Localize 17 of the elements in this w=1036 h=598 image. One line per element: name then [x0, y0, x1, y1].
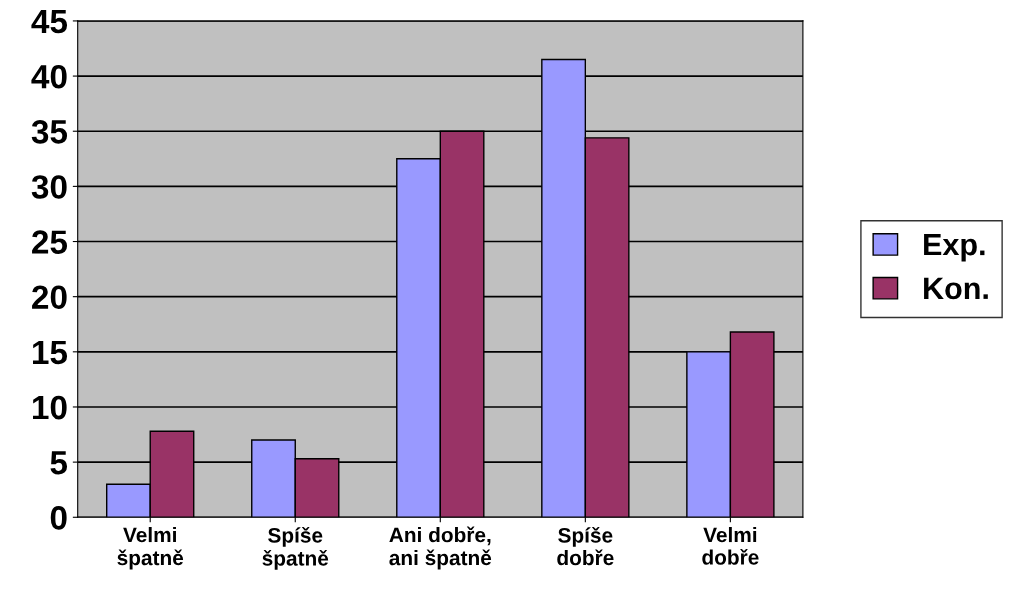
y-tick-label: 0	[50, 506, 67, 530]
x-tick-label: Spíše špatně	[262, 526, 329, 570]
y-tick-label: 35	[31, 120, 68, 144]
x-tick-label: Ani dobře, ani špatně	[389, 526, 492, 570]
y-tick-label: 30	[31, 175, 67, 199]
y-tick-label: 5	[50, 451, 68, 475]
legend-label: Exp.	[924, 234, 985, 262]
legend-label: Kon.	[924, 277, 988, 300]
x-tick-label: Velmi špatně	[117, 526, 184, 570]
y-tick-label: 25	[32, 230, 68, 254]
y-tick-label: 10	[33, 395, 67, 420]
x-tick-label: Velmi dobře	[702, 526, 759, 565]
y-tick-label: 45	[31, 10, 68, 34]
x-tick-label: Spíše dobře	[557, 526, 614, 566]
y-tick-label: 15	[33, 340, 68, 365]
y-tick-label: 40	[31, 64, 67, 89]
y-tick-label: 20	[32, 285, 67, 310]
